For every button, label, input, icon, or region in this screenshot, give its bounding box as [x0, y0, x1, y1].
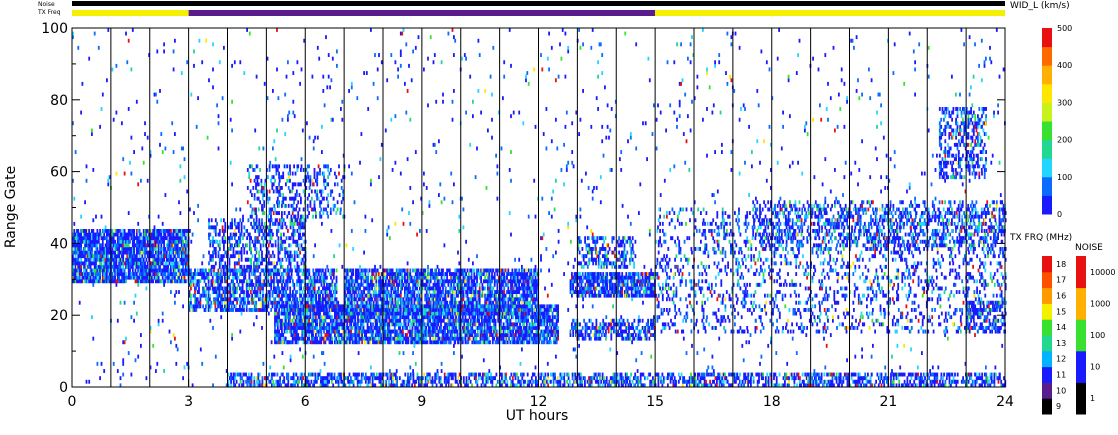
colorbar-main-swatch [1042, 121, 1052, 140]
noise-bar [72, 1, 1005, 6]
colorbar-txfreq-swatch [1042, 382, 1052, 398]
colorbar-main-swatch [1042, 177, 1052, 196]
x-axis-label: UT hours [506, 408, 569, 424]
y-tick-label: 60 [50, 165, 68, 181]
colorbar-main-tick: 400 [1057, 61, 1072, 70]
y-tick-label: 40 [50, 236, 68, 252]
colorbar-noise-swatch [1076, 351, 1086, 383]
colorbar-noise-tick: 1 [1090, 394, 1095, 403]
colorbar-txfreq-tick: 13 [1056, 339, 1066, 348]
colorbar-noise-tick: 10 [1090, 363, 1100, 372]
colorbar-txfreq-tick: 10 [1056, 386, 1066, 395]
hour-grid [111, 28, 966, 387]
txfreq-bar-label: TX Freq [37, 9, 61, 16]
colorbar-noise-swatch [1076, 288, 1086, 320]
noise-bar-label: Noise [38, 1, 55, 8]
colorbar-txfreq-swatch [1042, 256, 1052, 272]
colorbar-main-tick: 300 [1057, 98, 1072, 107]
colorbar-main-tick: 500 [1057, 24, 1072, 33]
y-tick-label: 100 [41, 21, 68, 37]
colorbar-txfreq-tick: 12 [1056, 355, 1066, 364]
colorbar-main-swatch [1042, 140, 1052, 159]
colorbar-txfreq-tick: 14 [1056, 323, 1066, 332]
x-tick-label: 15 [646, 394, 664, 410]
txfreq-segment-0 [72, 10, 189, 16]
x-tick-label: 9 [417, 394, 426, 410]
colorbar-txfreq-title: TX FRQ (MHz) [1009, 233, 1072, 243]
txfreq-segment-2 [655, 10, 1005, 16]
colorbar-main-swatch [1042, 47, 1052, 66]
x-tick-label: 0 [68, 394, 77, 410]
colorbar-main-tick: 0 [1057, 210, 1062, 219]
colorbar-noise-tick: 1000 [1090, 299, 1110, 308]
colorbar-txfreq-tick: 16 [1056, 292, 1066, 301]
colorbar-txfreq-tick: 9 [1056, 402, 1061, 411]
x-tick-label: 21 [879, 394, 897, 410]
y-tick-label: 20 [50, 308, 68, 324]
txfreq-bar [72, 10, 1005, 16]
x-tick-label: 24 [996, 394, 1014, 410]
x-tick-label: 6 [301, 394, 310, 410]
colorbar-main-swatch [1042, 84, 1052, 103]
colorbar-main-swatch [1042, 28, 1052, 47]
colorbar-noise-swatch [1076, 256, 1086, 288]
colorbar-txfreq-swatch [1042, 335, 1052, 351]
colorbar-txfreq-swatch [1042, 272, 1052, 288]
colorbar-txfreq-tick: 11 [1056, 371, 1066, 380]
colorbar-main-tick: 100 [1057, 173, 1072, 182]
colorbar-main-swatch [1042, 158, 1052, 177]
colorbar-txfreq-swatch [1042, 319, 1052, 335]
colorbar-txfreq-swatch [1042, 288, 1052, 304]
x-tick-label: 3 [184, 394, 193, 410]
colorbar-noise-title: NOISE [1075, 243, 1103, 253]
colorbar-txfreq-tick: 18 [1056, 260, 1066, 269]
colorbar-txfreq-swatch [1042, 303, 1052, 319]
x-tick-label: 18 [763, 394, 781, 410]
colorbar-txfreq-tick: 15 [1056, 307, 1066, 316]
colorbar-noise-tick: 100 [1090, 331, 1105, 340]
colorbar-noise-swatch [1076, 319, 1086, 351]
colorbar-txfreq: 9 10 11 12 13 14 15 16 17 18 [1042, 256, 1066, 415]
colorbar-main-tick: 200 [1057, 136, 1072, 145]
colorbar-txfreq-swatch [1042, 367, 1052, 383]
colorbar-main-swatch [1042, 102, 1052, 121]
heatmap-cells [72, 28, 1007, 387]
colorbar-noise: 1 10 100 1000 10000 [1076, 256, 1115, 415]
colorbar-txfreq-swatch [1042, 351, 1052, 367]
colorbar-main-swatch [1042, 65, 1052, 84]
colorbar-main-swatch [1042, 195, 1052, 214]
colorbar-main-title: WID_L (km/s) [1010, 1, 1070, 11]
colorbar-txfreq-swatch [1042, 398, 1052, 414]
colorbar-main: 0 100 200 300 400 500 [1042, 24, 1072, 219]
y-axis-label: Range Gate [3, 166, 19, 248]
y-tick-label: 80 [50, 93, 68, 109]
txfreq-segment-1 [189, 10, 656, 16]
colorbar-txfreq-tick: 17 [1056, 276, 1066, 285]
colorbar-noise-tick: 10000 [1090, 268, 1115, 277]
colorbar-noise-swatch [1076, 382, 1086, 414]
